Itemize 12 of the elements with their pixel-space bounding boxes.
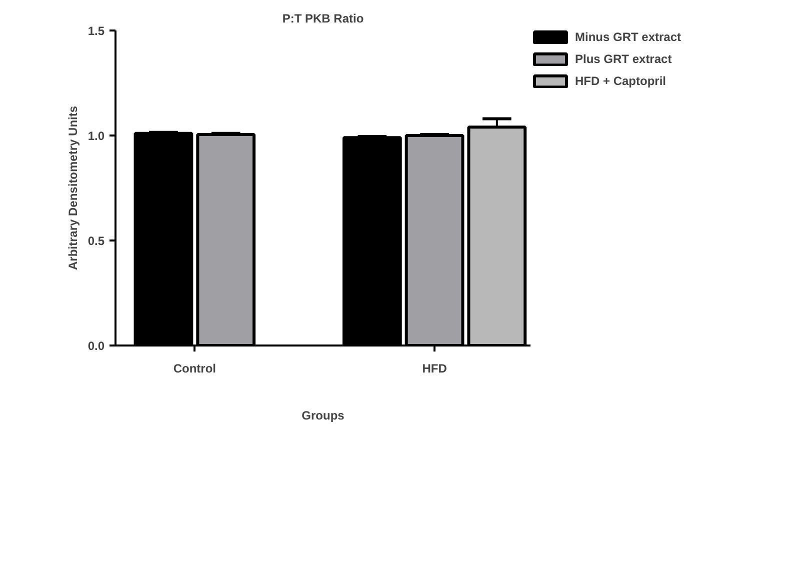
x-axis-title: Groups — [302, 408, 345, 422]
y-axis-title: Arbitrary Densitometry Units — [66, 106, 80, 270]
chart-title: P:T PKB Ratio — [282, 12, 364, 26]
legend-label: Plus GRT extract — [575, 52, 672, 66]
legend-label: HFD + Captopril — [575, 74, 666, 88]
y-tick-label: 0.0 — [88, 339, 105, 353]
x-tick-label: Control — [173, 362, 216, 376]
legend-label: Minus GRT extract — [575, 30, 682, 44]
y-tick-label: 0.5 — [88, 234, 105, 248]
y-tick-label: 1.0 — [88, 129, 105, 143]
x-tick-label: HFD — [422, 362, 448, 376]
y-tick-label: 1.5 — [88, 24, 105, 38]
